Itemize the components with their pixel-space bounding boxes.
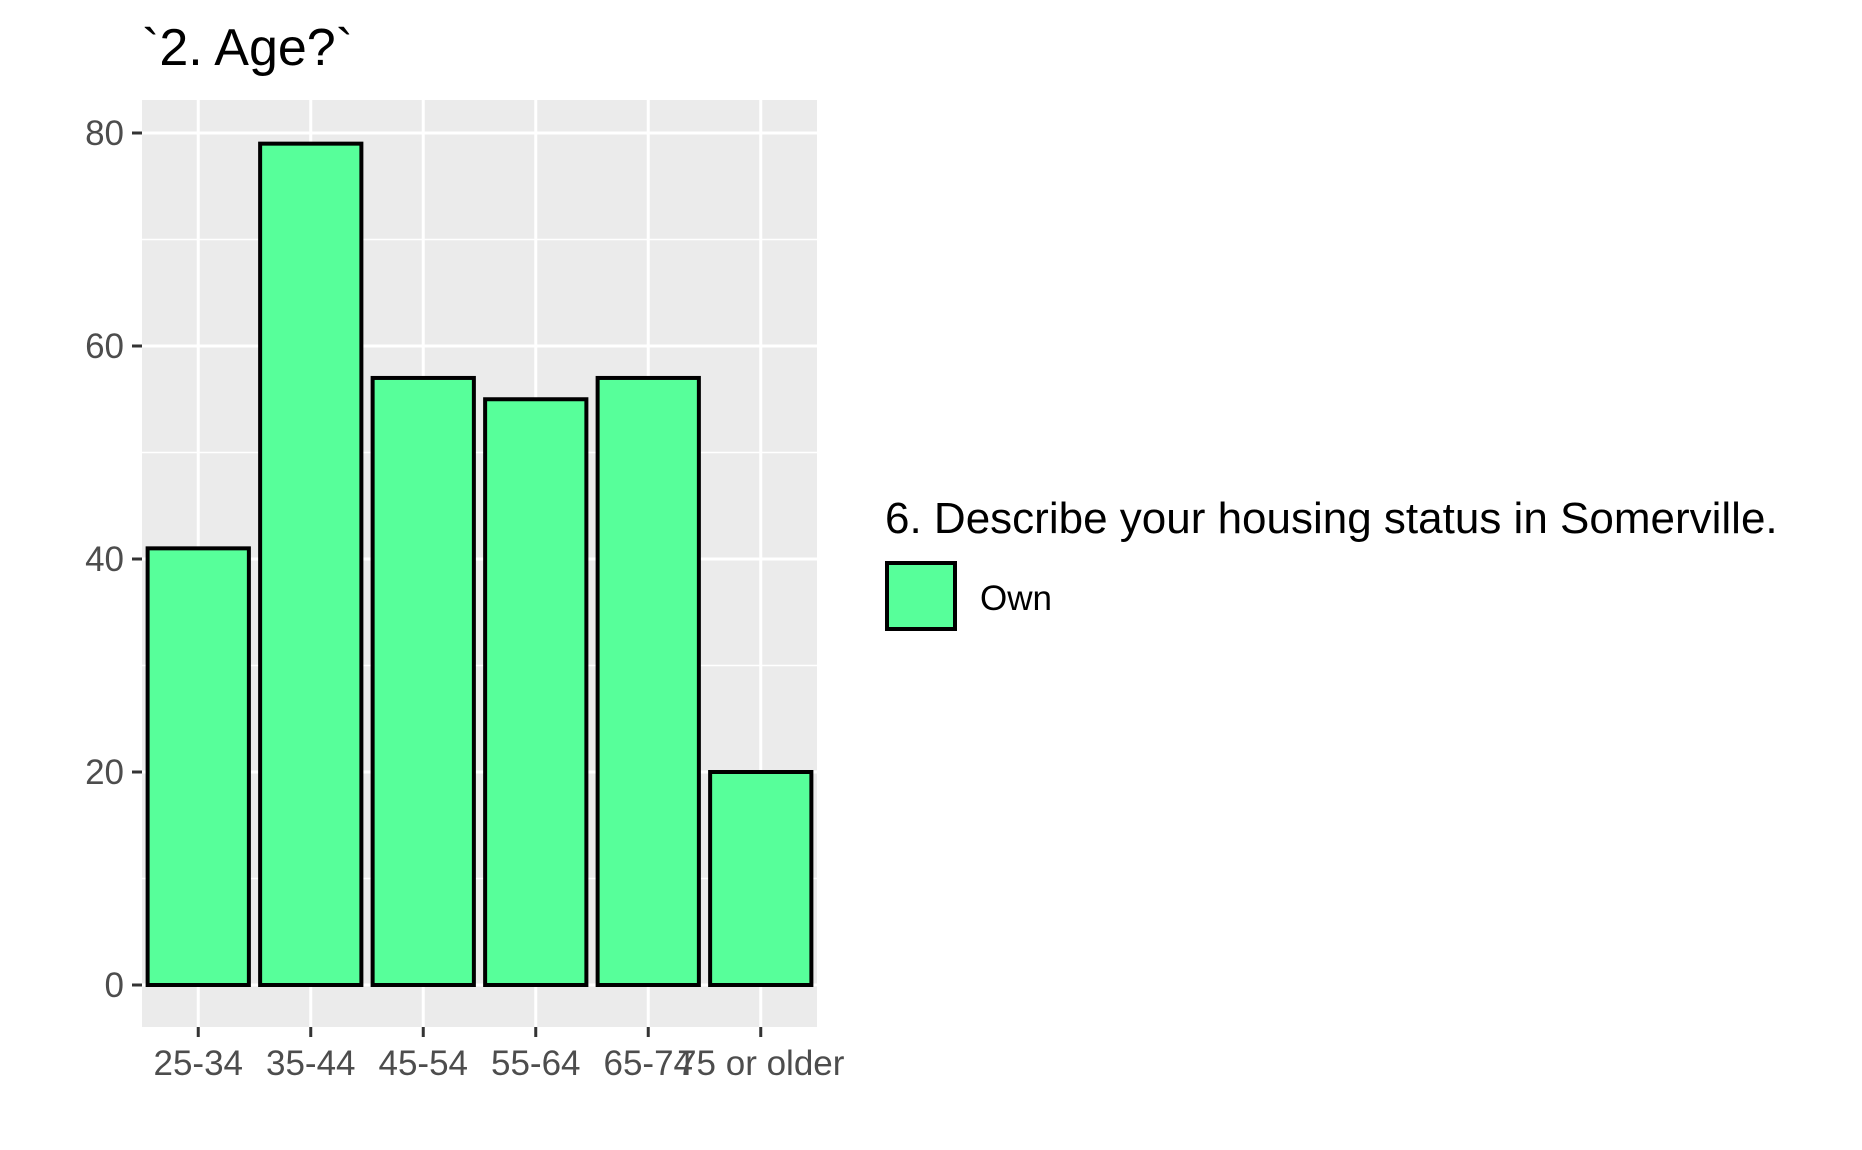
x-tick-label: 65-74 <box>603 1044 693 1083</box>
legend-label-own: Own <box>980 579 1052 618</box>
plot-panel <box>142 100 817 1027</box>
y-tick-label: 80 <box>85 114 124 153</box>
x-tick-label: 25-34 <box>153 1044 243 1083</box>
legend: 6. Describe your housing status in Somer… <box>885 494 1778 631</box>
y-tick-label: 60 <box>85 327 124 366</box>
bar <box>483 397 589 987</box>
y-tick-label: 20 <box>85 753 124 792</box>
bar <box>708 770 814 987</box>
bar <box>258 141 364 987</box>
bars <box>145 141 814 987</box>
y-axis: 0 20 40 60 80 <box>85 114 142 1005</box>
y-tick-label: 40 <box>85 540 124 579</box>
legend-key-own <box>885 561 957 631</box>
x-tick-label: 55-64 <box>491 1044 581 1083</box>
bar <box>370 375 476 987</box>
bar <box>145 546 251 987</box>
bar <box>595 375 701 987</box>
x-tick-label: 75 or older <box>677 1044 845 1083</box>
x-tick-label: 45-54 <box>378 1044 468 1083</box>
legend-title: 6. Describe your housing status in Somer… <box>885 494 1778 543</box>
x-tick-label: 35-44 <box>266 1044 356 1083</box>
chart-title: `2. Age?` <box>142 19 353 77</box>
y-tick-label: 0 <box>105 966 124 1005</box>
